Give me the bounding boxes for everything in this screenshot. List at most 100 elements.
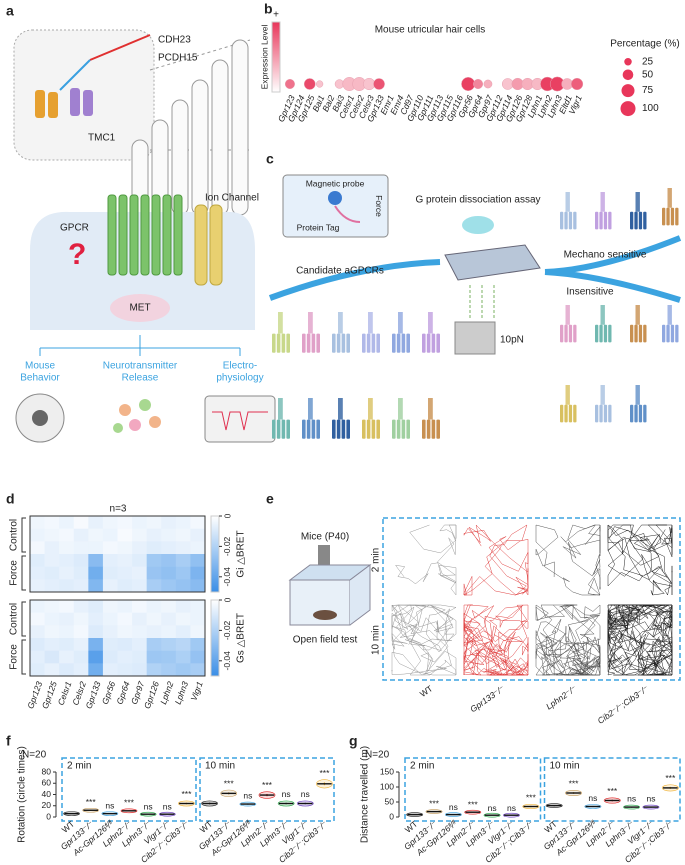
cell xyxy=(161,516,177,529)
cell xyxy=(30,625,45,639)
label: Behavior xyxy=(20,373,60,384)
cell xyxy=(161,566,177,580)
dashed-box xyxy=(61,757,197,822)
ion-channel-icon xyxy=(194,204,223,286)
dashed-box xyxy=(199,757,335,822)
trajectory xyxy=(395,524,457,596)
receptor xyxy=(406,419,410,439)
row-label: 2 min xyxy=(371,548,382,572)
colorbar-max: + xyxy=(273,10,279,21)
trajectory xyxy=(607,604,673,676)
bracket xyxy=(21,555,26,591)
cell xyxy=(59,566,75,580)
panel-label: d xyxy=(6,491,15,507)
cell xyxy=(30,566,45,580)
cell xyxy=(161,638,177,651)
receptor xyxy=(281,333,286,353)
label: Insensitive xyxy=(566,287,614,298)
receptor-stalk xyxy=(308,312,313,334)
cell xyxy=(190,528,206,542)
panel-label: b xyxy=(264,1,273,17)
trajectory xyxy=(463,524,529,596)
label: PCDH15 xyxy=(158,53,198,64)
label: Mice (P40) xyxy=(301,532,349,543)
receptor xyxy=(286,333,290,353)
receptor xyxy=(362,419,366,439)
significance: *** xyxy=(86,797,97,807)
receptor xyxy=(341,419,346,439)
cell xyxy=(73,528,89,542)
trajectory xyxy=(607,524,673,596)
label: Force xyxy=(374,195,384,217)
receptor-stalk xyxy=(338,398,343,420)
label: Mechano sensitive xyxy=(564,250,647,261)
receptor-stalk xyxy=(278,312,283,334)
receptor xyxy=(406,333,410,353)
dot xyxy=(363,77,376,91)
cell xyxy=(102,600,118,613)
cell xyxy=(161,554,177,567)
cell xyxy=(146,566,162,580)
dashed-box xyxy=(404,757,542,822)
row-label: Control xyxy=(9,603,20,635)
receptor-stalk xyxy=(428,398,433,420)
legend-dot xyxy=(621,84,635,98)
panel-label: f xyxy=(6,733,11,749)
cell xyxy=(44,650,60,664)
cell xyxy=(146,638,162,651)
branch xyxy=(39,335,241,356)
receptor-stalk xyxy=(667,188,672,208)
cell xyxy=(117,541,133,555)
column-label: Lphn2⁻/⁻ xyxy=(544,683,578,711)
panel-a: a CDH23 PCDH15 TMC1 GPCR ? Ion Channel M… xyxy=(6,3,276,443)
label: Protein Tag xyxy=(297,222,340,232)
colorbar-tick-label: -0.02 xyxy=(222,620,232,640)
significance: ns xyxy=(105,801,114,811)
panel-e: e Mice (P40) Open field test 2 min WT Gpr1… xyxy=(266,491,681,726)
receptor xyxy=(401,333,406,353)
cell xyxy=(102,541,118,555)
receptor xyxy=(332,333,336,353)
label: TMC1 xyxy=(88,133,116,144)
receptor xyxy=(346,419,350,439)
cell xyxy=(161,650,177,664)
label: Magnetic probe xyxy=(306,178,365,188)
cell xyxy=(44,554,60,567)
label: Candidate aGPCRs xyxy=(296,266,384,277)
receptor xyxy=(670,324,675,343)
mouse xyxy=(313,610,337,620)
receptor xyxy=(366,333,371,353)
cell xyxy=(88,541,104,555)
receptor xyxy=(341,333,346,353)
receptor xyxy=(670,207,675,226)
cell xyxy=(88,625,104,639)
legend-label: 75 xyxy=(642,85,654,96)
cell xyxy=(161,541,177,555)
receptor xyxy=(422,419,426,439)
dot xyxy=(303,78,316,90)
label: Mouse xyxy=(25,361,55,372)
receptor xyxy=(666,207,670,226)
receptor xyxy=(371,333,376,353)
cell xyxy=(59,528,75,542)
cell xyxy=(175,579,191,593)
receptor xyxy=(426,333,431,353)
cell xyxy=(30,663,45,677)
cell xyxy=(59,612,75,626)
receptor xyxy=(346,333,350,353)
significance: ns xyxy=(507,803,516,813)
receptor-stalk xyxy=(565,385,570,405)
dashed-box xyxy=(382,517,681,681)
colorbar-tick-label: -0.04 xyxy=(222,567,232,587)
cdh23-strand xyxy=(89,34,151,61)
stereocilia xyxy=(131,39,249,216)
cell xyxy=(44,625,60,639)
cell xyxy=(44,579,60,593)
cell xyxy=(88,528,104,542)
dashed-box xyxy=(543,757,681,822)
cell xyxy=(102,566,118,580)
cell xyxy=(161,579,177,593)
colorbar xyxy=(271,21,281,93)
panel-label: a xyxy=(6,3,14,19)
